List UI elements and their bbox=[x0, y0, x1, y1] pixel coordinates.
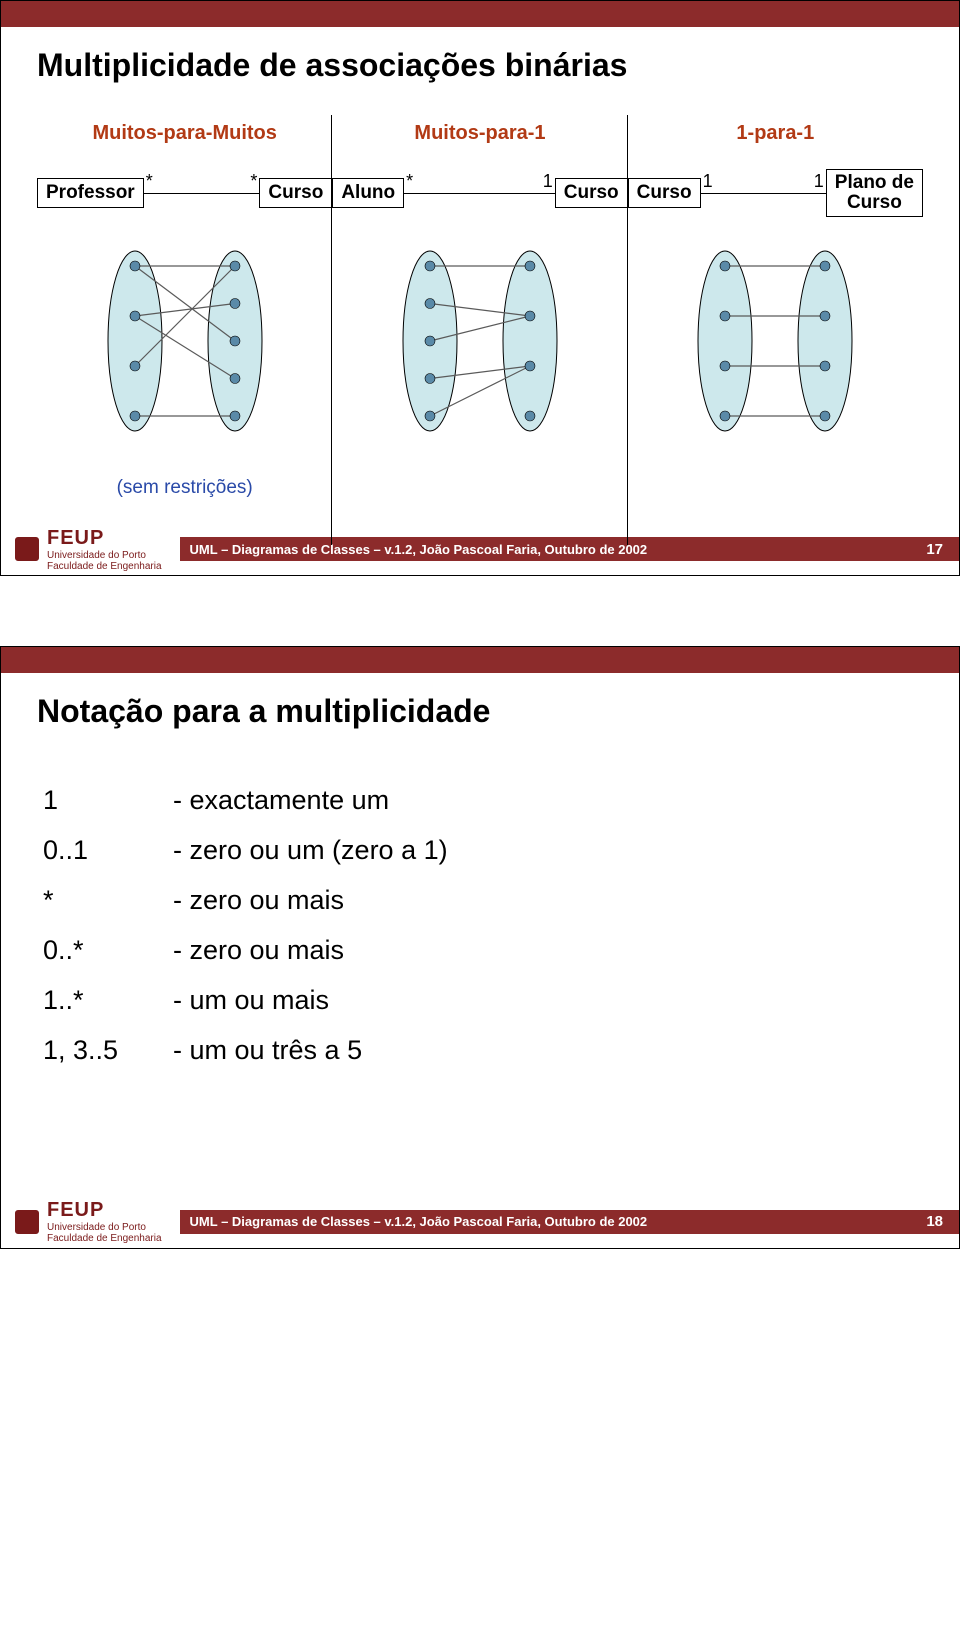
footer-bar: UML – Diagramas de Classes – v.1.2, João… bbox=[180, 1210, 959, 1234]
mapping-cell-0 bbox=[37, 221, 332, 461]
class-box: Plano deCurso bbox=[826, 169, 923, 217]
notation-list: 1 - exactamente um 0..1 - zero ou um (ze… bbox=[37, 776, 923, 1076]
assoc-line: * 1 bbox=[404, 193, 555, 194]
class-box: Curso bbox=[555, 178, 628, 208]
footer-bar: UML – Diagramas de Classes – v.1.2, João… bbox=[180, 537, 959, 561]
slide-body: Notação para a multiplicidade 1 - exacta… bbox=[1, 673, 959, 1196]
page-number: 17 bbox=[926, 541, 943, 558]
colhead-many-to-1: Muitos-para-1 bbox=[332, 122, 627, 145]
brand-sub1: Universidade do Porto bbox=[47, 550, 162, 561]
class-box: Aluno bbox=[332, 178, 404, 208]
footer: FEUP Universidade do Porto Faculdade de … bbox=[1, 1196, 959, 1248]
assoc-col-1: Aluno * 1 Curso bbox=[332, 165, 627, 221]
multiplicity: * bbox=[406, 171, 413, 192]
logo-text: FEUP Universidade do Porto Faculdade de … bbox=[47, 1199, 162, 1244]
column-headers: Muitos-para-Muitos Muitos-para-1 1-para-… bbox=[37, 122, 923, 145]
page-title: Notação para a multiplicidade bbox=[37, 693, 923, 730]
multiplicity: 1 bbox=[814, 171, 824, 192]
mapping-cell-2 bbox=[628, 221, 923, 461]
notation-key: * bbox=[43, 876, 173, 926]
mapping-cell-1 bbox=[332, 221, 627, 461]
colhead-many-to-many: Muitos-para-Muitos bbox=[37, 122, 332, 145]
multiplicity: * bbox=[146, 171, 153, 192]
notation-val: - um ou mais bbox=[173, 976, 329, 1026]
footer-text: UML – Diagramas de Classes – v.1.2, João… bbox=[190, 1214, 648, 1229]
class-box: Curso bbox=[259, 178, 332, 208]
notation-row: 0..* - zero ou mais bbox=[43, 926, 923, 976]
notation-key: 0..1 bbox=[43, 826, 173, 876]
multiplicity: 1 bbox=[543, 171, 553, 192]
brand-sub2: Faculdade de Engenharia bbox=[47, 1233, 162, 1244]
top-bar bbox=[1, 647, 959, 673]
notation-row: 1, 3..5 - um ou três a 5 bbox=[43, 1026, 923, 1076]
slide-1: Multiplicidade de associações binárias M… bbox=[0, 0, 960, 576]
brand-name: FEUP bbox=[47, 527, 162, 550]
footer-text: UML – Diagramas de Classes – v.1.2, João… bbox=[190, 542, 648, 557]
brand-sub2: Faculdade de Engenharia bbox=[47, 561, 162, 572]
notation-val: - zero ou um (zero a 1) bbox=[173, 826, 448, 876]
notation-val: - um ou três a 5 bbox=[173, 1026, 362, 1076]
page-number: 18 bbox=[926, 1213, 943, 1230]
notation-key: 1..* bbox=[43, 976, 173, 1026]
top-bar bbox=[1, 1, 959, 27]
notation-row: 1 - exactamente um bbox=[43, 776, 923, 826]
assoc-col-2: Curso 1 1 Plano deCurso bbox=[628, 165, 923, 221]
class-box: Professor bbox=[37, 178, 144, 208]
caption-empty bbox=[628, 461, 923, 523]
notation-val: - zero ou mais bbox=[173, 876, 344, 926]
assoc-line: 1 1 bbox=[701, 193, 826, 194]
mapping-svg bbox=[75, 231, 295, 451]
footer: FEUP Universidade do Porto Faculdade de … bbox=[1, 523, 959, 575]
notation-row: * - zero ou mais bbox=[43, 876, 923, 926]
mapping-svg bbox=[370, 231, 590, 451]
notation-row: 1..* - um ou mais bbox=[43, 976, 923, 1026]
notation-row: 0..1 - zero ou um (zero a 1) bbox=[43, 826, 923, 876]
mapping-svg bbox=[665, 231, 885, 451]
feup-logo: FEUP Universidade do Porto Faculdade de … bbox=[1, 1199, 162, 1244]
assoc-col-0: Professor * * Curso bbox=[37, 165, 332, 221]
logo-text: FEUP Universidade do Porto Faculdade de … bbox=[47, 527, 162, 572]
caption-sem-restricoes: (sem restrições) bbox=[37, 461, 332, 523]
brand-name: FEUP bbox=[47, 1199, 162, 1222]
crest-icon bbox=[15, 1210, 39, 1234]
slide-2: Notação para a multiplicidade 1 - exacta… bbox=[0, 646, 960, 1249]
multiplicity: 1 bbox=[703, 171, 713, 192]
page-title: Multiplicidade de associações binárias bbox=[37, 47, 923, 84]
slide-body: Multiplicidade de associações binárias M… bbox=[1, 27, 959, 523]
notation-key: 1, 3..5 bbox=[43, 1026, 173, 1076]
mapping-diagrams-row bbox=[37, 221, 923, 461]
assoc-line: * * bbox=[144, 193, 260, 194]
notation-key: 0..* bbox=[43, 926, 173, 976]
caption-empty bbox=[332, 461, 627, 523]
multiplicity: * bbox=[250, 171, 257, 192]
feup-logo: FEUP Universidade do Porto Faculdade de … bbox=[1, 527, 162, 572]
notation-val: - exactamente um bbox=[173, 776, 389, 826]
brand-sub1: Universidade do Porto bbox=[47, 1222, 162, 1233]
class-boxes-row: Professor * * Curso Aluno * 1 Curso Curs… bbox=[37, 165, 923, 221]
notation-val: - zero ou mais bbox=[173, 926, 344, 976]
colhead-1-to-1: 1-para-1 bbox=[628, 122, 923, 145]
crest-icon bbox=[15, 537, 39, 561]
notation-key: 1 bbox=[43, 776, 173, 826]
class-box: Curso bbox=[628, 178, 701, 208]
